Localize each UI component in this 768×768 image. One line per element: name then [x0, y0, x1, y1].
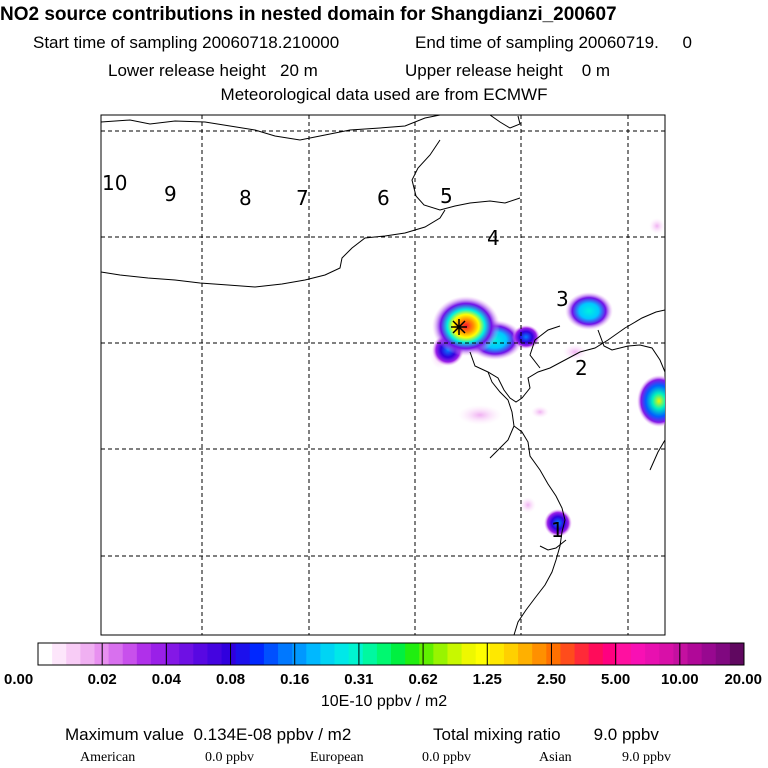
colorbar-tick-label: 20.00: [724, 671, 762, 688]
colorbar-swatch: [504, 643, 519, 665]
colorbar-swatch: [320, 643, 335, 665]
plume-east-2: [512, 325, 540, 349]
plume-2: [637, 375, 681, 427]
colorbar-swatch: [532, 643, 547, 665]
distance-label-8: 8: [239, 186, 252, 210]
colorbar-swatch: [631, 643, 646, 665]
colorbar-tick-label: 1.25: [473, 671, 502, 688]
plume-faint-4: [649, 218, 665, 234]
colorbar-swatch: [518, 643, 533, 665]
receptor-marker: [451, 319, 467, 335]
distance-label-6: 6: [377, 186, 390, 210]
colorbar-swatch: [363, 643, 378, 665]
colorbar-tick-label: 10.00: [661, 671, 699, 688]
colorbar-swatch: [236, 643, 251, 665]
colorbar-swatch: [137, 643, 152, 665]
total-mixing-ratio-label: Total mixing ratio 9.0 ppbv: [433, 725, 659, 745]
colorbar-tick-label: 0.02: [88, 671, 117, 688]
colorbar-swatch: [716, 643, 731, 665]
colorbar-swatch: [688, 643, 703, 665]
colorbar-swatch: [419, 643, 434, 665]
distance-label-5: 5: [440, 184, 453, 208]
maximum-value-label: Maximum value 0.134E-08 ppbv / m2: [65, 725, 351, 745]
plume-faint-6: [531, 406, 549, 418]
colorbar-swatch: [335, 643, 350, 665]
colorbar: [38, 643, 745, 665]
colorbar-swatch: [673, 643, 688, 665]
asian-value: 9.0 ppbv: [622, 750, 671, 766]
colorbar-swatch: [207, 643, 222, 665]
colorbar-swatch: [659, 643, 674, 665]
distance-label-4: 4: [487, 226, 500, 250]
colorbar-swatch: [462, 643, 477, 665]
colorbar-tick-label: 0.16: [280, 671, 309, 688]
colorbar-swatch: [250, 643, 265, 665]
colorbar-swatch: [109, 643, 124, 665]
colorbar-swatch: [405, 643, 420, 665]
colorbar-swatch: [447, 643, 462, 665]
colorbar-swatch: [264, 643, 279, 665]
distance-label-3: 3: [556, 287, 569, 311]
colorbar-swatch: [52, 643, 67, 665]
colorbar-swatch: [349, 643, 364, 665]
distance-label-9: 9: [164, 182, 177, 206]
colorbar-tick-label: 0.04: [152, 671, 182, 688]
american-value: 0.0 ppbv: [205, 750, 254, 766]
colorbar-swatch: [589, 643, 604, 665]
european-label: European: [310, 750, 364, 766]
colorbar-swatch: [165, 643, 180, 665]
colorbar-swatch: [546, 643, 561, 665]
colorbar-swatch: [433, 643, 448, 665]
plume-3: [565, 292, 613, 330]
distance-label-7: 7: [296, 186, 309, 210]
colorbar-swatch: [730, 643, 745, 665]
distance-label-10: 10: [102, 171, 127, 195]
plume-faint-1: [458, 405, 502, 425]
plume-faint-5: [520, 497, 536, 513]
colorbar-tick-label: 0.08: [216, 671, 245, 688]
colorbar-swatch: [80, 643, 95, 665]
distance-label-1: 1: [551, 518, 564, 542]
colorbar-swatch: [476, 643, 491, 665]
colorbar-swatch: [377, 643, 392, 665]
colorbar-tick-label: 2.50: [537, 671, 566, 688]
colorbar-tick-label: 5.00: [601, 671, 630, 688]
colorbar-swatch: [306, 643, 321, 665]
colorbar-swatch: [617, 643, 632, 665]
colorbar-swatch: [645, 643, 660, 665]
colorbar-swatch: [278, 643, 293, 665]
colorbar-swatch: [490, 643, 505, 665]
colorbar-tick-label: 0.00: [4, 671, 33, 688]
colorbar-swatch: [702, 643, 717, 665]
colorbar-swatch: [575, 643, 590, 665]
distance-label-2: 2: [575, 356, 588, 380]
colorbar-tick-label: 0.62: [408, 671, 437, 688]
colorbar-tick-label: 0.31: [344, 671, 373, 688]
american-label: American: [80, 750, 135, 766]
colorbar-swatch: [179, 643, 194, 665]
colorbar-swatch: [222, 643, 237, 665]
colorbar-swatch: [193, 643, 208, 665]
colorbar-swatch: [123, 643, 138, 665]
colorbar-unit-label: 10E-10 ppbv / m2: [0, 693, 768, 711]
colorbar-swatch: [560, 643, 575, 665]
colorbar-swatch: [38, 643, 53, 665]
colorbar-swatch: [151, 643, 166, 665]
european-value: 0.0 ppbv: [422, 750, 471, 766]
colorbar-swatch: [66, 643, 81, 665]
asian-label: Asian: [539, 750, 572, 766]
plume-main: [432, 296, 500, 356]
colorbar-swatch: [391, 643, 406, 665]
colorbar-ticks: 0.00 0.02 0.04 0.08 0.16 0.31 0.62 1.25 2.50 5.00…: [4, 671, 762, 688]
